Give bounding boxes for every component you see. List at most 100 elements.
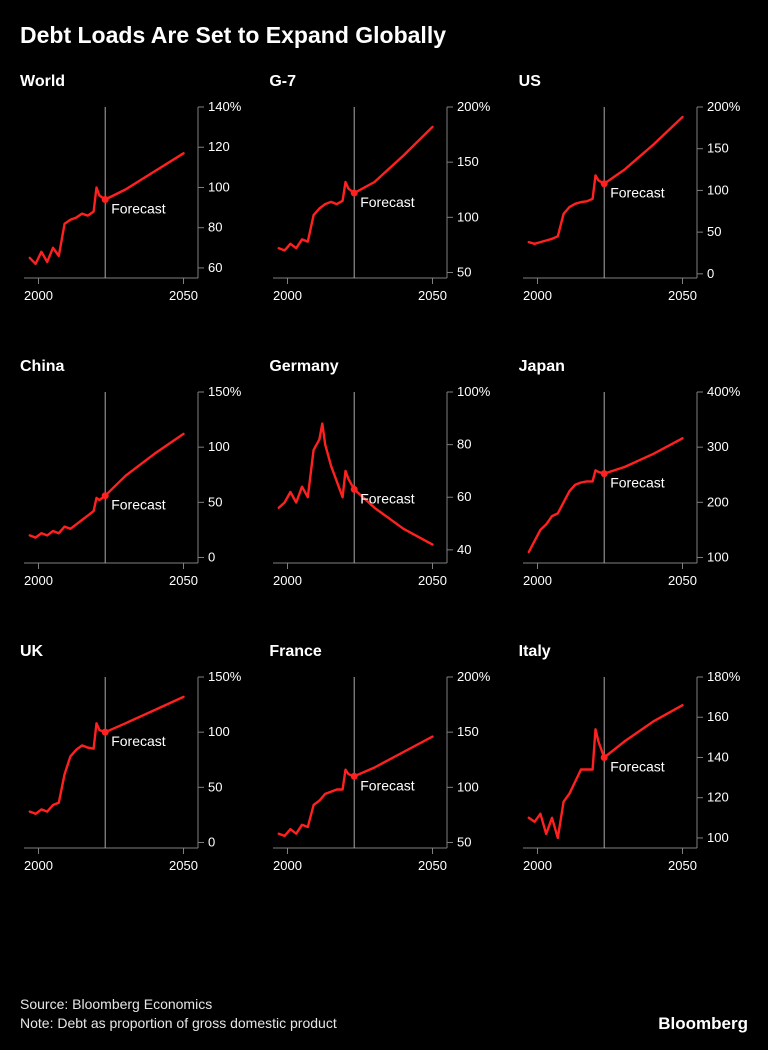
x-tick-label: 2000	[523, 573, 552, 588]
chart-svg: 50 100 150 200% 2000 2050 Forecast	[269, 99, 497, 310]
data-line	[528, 117, 682, 244]
y-tick-label: 120	[707, 790, 729, 805]
chart-svg: 6080100120140%20002050Forecast	[20, 99, 248, 310]
y-tick-label: 0	[208, 549, 215, 564]
y-tick-label: 200%	[457, 669, 491, 684]
chart-panel-japan: Japan 100 200 300 400% 2000 2050 Forecast	[519, 358, 748, 595]
forecast-dot	[600, 754, 607, 761]
y-tick-label: 100	[707, 830, 729, 845]
x-tick-label: 2050	[169, 573, 198, 588]
chart-svg: 50100150200%20002050Forecast	[269, 669, 497, 880]
forecast-dot	[600, 180, 607, 187]
data-line	[30, 697, 184, 814]
y-tick-label: 50	[457, 834, 471, 849]
x-tick-label: 2000	[523, 858, 552, 873]
y-tick-label: 140	[707, 749, 729, 764]
forecast-label: Forecast	[111, 201, 166, 217]
panel-title: Germany	[269, 358, 498, 376]
y-tick-label: 300	[707, 439, 729, 454]
y-tick-label: 150	[457, 724, 479, 739]
y-tick-label: 60	[208, 260, 222, 275]
x-tick-label: 2000	[24, 288, 53, 303]
chart-svg: 050100150200%20002050Forecast	[519, 99, 747, 310]
forecast-label: Forecast	[610, 758, 665, 774]
note-text: Note: Debt as proportion of gross domest…	[20, 1014, 337, 1034]
forecast-dot	[600, 470, 607, 477]
forecast-label: Forecast	[111, 497, 166, 513]
data-line	[279, 127, 433, 250]
panel-title: World	[20, 73, 249, 91]
forecast-dot	[102, 196, 109, 203]
x-tick-label: 2050	[668, 858, 697, 873]
chart-grid: World6080100120140%20002050ForecastG-750…	[20, 73, 748, 880]
source-text: Source: Bloomberg Economics	[20, 995, 337, 1015]
forecast-dot	[351, 190, 358, 197]
y-tick-label: 40	[457, 542, 471, 557]
footer: Source: Bloomberg Economics Note: Debt a…	[20, 995, 748, 1034]
panel-title: UK	[20, 643, 249, 661]
y-tick-label: 180%	[707, 669, 741, 684]
x-tick-label: 2000	[24, 858, 53, 873]
x-tick-label: 2000	[24, 573, 53, 588]
panel-title: US	[519, 73, 748, 91]
x-tick-label: 2050	[668, 573, 697, 588]
chart-svg: 050100150%20002050Forecast	[20, 384, 248, 595]
y-tick-label: 0	[707, 266, 714, 281]
y-tick-label: 150%	[208, 669, 242, 684]
y-tick-label: 100	[208, 179, 230, 194]
forecast-label: Forecast	[361, 777, 416, 793]
chart-panel-france: France50100150200%20002050Forecast	[269, 643, 498, 880]
forecast-dot	[351, 486, 358, 493]
y-tick-label: 200%	[707, 99, 741, 114]
chart-panel-uk: UK050100150%20002050Forecast	[20, 643, 249, 880]
chart-panel-g-7: G-7 50 100 150 200% 2000 2050 Forecast	[269, 73, 498, 310]
forecast-label: Forecast	[610, 475, 665, 491]
x-tick-label: 2050	[169, 858, 198, 873]
y-tick-label: 80	[208, 220, 222, 235]
y-tick-label: 50	[208, 779, 222, 794]
data-line	[30, 434, 184, 538]
brand-logo: Bloomberg	[658, 1014, 748, 1034]
y-tick-label: 150	[707, 141, 729, 156]
y-tick-label: 80	[457, 437, 471, 452]
x-tick-label: 2000	[273, 858, 302, 873]
chart-svg: 050100150%20002050Forecast	[20, 669, 248, 880]
y-tick-label: 200%	[457, 99, 491, 114]
x-tick-label: 2000	[273, 573, 302, 588]
y-tick-label: 160	[707, 709, 729, 724]
x-tick-label: 2050	[418, 858, 447, 873]
forecast-label: Forecast	[610, 185, 665, 201]
chart-svg: 100 120 140 160 180% 2000 2050 Forecast	[519, 669, 747, 880]
chart-panel-italy: Italy 100 120 140 160 180% 2000 2050 Forecast	[519, 643, 748, 880]
y-tick-label: 0	[208, 834, 215, 849]
y-tick-label: 50	[707, 224, 721, 239]
panel-title: Japan	[519, 358, 748, 376]
page-title: Debt Loads Are Set to Expand Globally	[20, 22, 748, 49]
x-tick-label: 2000	[273, 288, 302, 303]
panel-title: China	[20, 358, 249, 376]
y-tick-label: 120	[208, 139, 230, 154]
y-tick-label: 150	[457, 154, 479, 169]
forecast-label: Forecast	[111, 733, 166, 749]
data-line	[528, 438, 682, 552]
y-tick-label: 140%	[208, 99, 242, 114]
x-tick-label: 2050	[418, 288, 447, 303]
forecast-label: Forecast	[361, 490, 416, 506]
y-tick-label: 200	[707, 494, 729, 509]
y-tick-label: 60	[457, 489, 471, 504]
data-line	[279, 424, 433, 545]
chart-svg: 100 200 300 400% 2000 2050 Forecast	[519, 384, 747, 595]
y-tick-label: 150%	[208, 384, 242, 399]
forecast-dot	[102, 729, 109, 736]
x-tick-label: 2050	[418, 573, 447, 588]
panel-title: Italy	[519, 643, 748, 661]
chart-svg: 406080100%20002050Forecast	[269, 384, 497, 595]
y-tick-label: 50	[457, 264, 471, 279]
forecast-dot	[102, 492, 109, 499]
forecast-label: Forecast	[361, 194, 416, 210]
y-tick-label: 400%	[707, 384, 741, 399]
y-tick-label: 100	[457, 209, 479, 224]
panel-title: G-7	[269, 73, 498, 91]
y-tick-label: 100	[707, 549, 729, 564]
y-tick-label: 50	[208, 494, 222, 509]
